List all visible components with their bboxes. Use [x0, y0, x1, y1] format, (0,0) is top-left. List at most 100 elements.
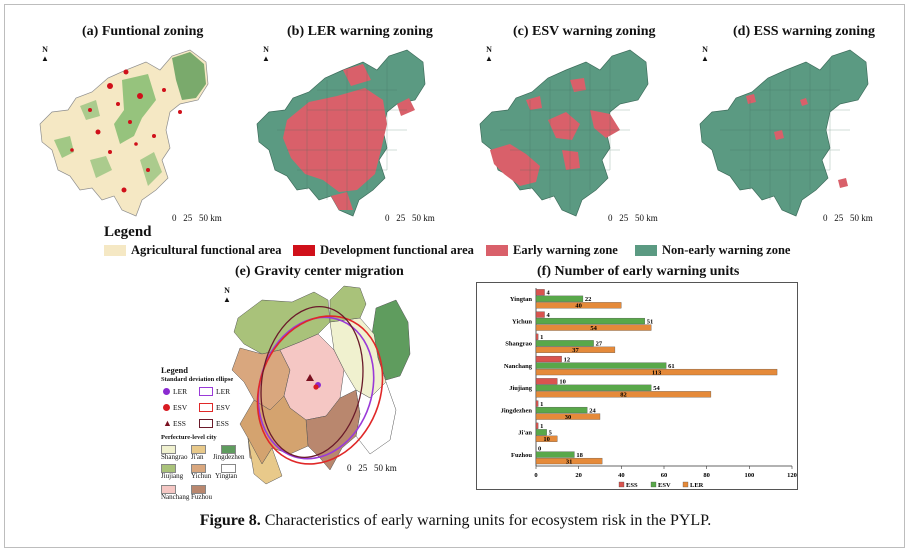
esv-point-icon [163, 404, 170, 411]
north-arrow-a: N ▲ [41, 45, 49, 63]
legend-label-ess: ESS [626, 482, 638, 489]
category-label: Ji'an [518, 430, 532, 437]
legend-swatch-ler [682, 481, 689, 488]
gravity-legend: Legend Standard deviation ellipse LER LE… [161, 366, 247, 507]
bar-ess [535, 422, 539, 429]
north-arrow-e: N ▲ [223, 286, 231, 304]
bar-ler [535, 346, 616, 353]
bar-ler [535, 324, 652, 331]
data-label: 113 [652, 369, 662, 376]
caption-text: Characteristics of early warning units f… [260, 512, 712, 529]
legend-swatch [293, 245, 315, 256]
x-tick-label: 60 [661, 472, 668, 479]
panel-d-title: (d) ESS warning zoning [733, 24, 875, 39]
x-tick-label: 40 [618, 472, 625, 479]
legend-swatch [486, 245, 508, 256]
legend-row-ess: ▲ ESS ESS [163, 418, 229, 428]
esv-warning-map [479, 49, 649, 217]
bar-ess [535, 400, 539, 407]
legend-title: Legend [104, 224, 152, 240]
city-swatches: Shangrao Ji'an Jingdezhen Jiujiang Yichu… [161, 444, 247, 483]
chart-border [476, 282, 798, 490]
x-tick-label: 80 [703, 472, 710, 479]
data-label: 40 [575, 303, 582, 310]
data-label: 18 [576, 452, 583, 459]
ler-ellipse-icon [199, 387, 213, 396]
bar-ler [535, 413, 601, 420]
legend-swatch [635, 245, 657, 256]
data-label: 30 [565, 414, 572, 421]
functional-zoning-map [39, 49, 209, 217]
data-label: 51 [647, 318, 654, 325]
legend-item-early-warning: Early warning zone [486, 243, 618, 258]
bar-esv [535, 406, 588, 414]
legend-item-non-early-warning: Non-early warning zone [635, 243, 790, 258]
caption-label: Figure 8. [199, 512, 261, 529]
gravity-title: (e) Gravity center migration [235, 264, 404, 279]
x-tick-label: 0 [534, 472, 537, 479]
bar-esv [535, 295, 584, 302]
data-label: 31 [566, 458, 573, 465]
panel-c-title: (c) ESV warning zoning [513, 24, 656, 39]
data-label: 1 [540, 334, 543, 341]
data-label: 10 [559, 379, 566, 386]
x-tick-label: 120 [787, 472, 797, 479]
x-tick-label: 20 [575, 472, 582, 479]
bar-ler [535, 368, 778, 376]
bar-esv [535, 317, 645, 325]
data-label: 1 [540, 423, 543, 430]
data-label: 54 [653, 385, 660, 392]
bar-esv [535, 362, 667, 369]
data-label: 5 [549, 430, 553, 437]
panel-a-title: (a) Funtional zoning [82, 24, 204, 39]
ler-point-icon [163, 388, 170, 395]
category-label: Jingdezhen [501, 407, 533, 414]
scale-bar-d: 0 25 50 km [823, 213, 873, 223]
bar-esv [535, 451, 575, 458]
data-label: 54 [590, 325, 597, 332]
ess-ellipse-icon [199, 419, 213, 428]
bar-esv [535, 340, 594, 347]
category-label: Yichun [512, 318, 532, 325]
bar-chart: 0 20 40 60 80 100 120Yingtan42240Yichun45154Sh… [501, 288, 797, 489]
category-label: Jiujiang [509, 385, 533, 392]
city-header: Perfecture-level city [161, 434, 217, 441]
legend-swatch [104, 245, 126, 256]
legend-label-ler: LER [690, 482, 704, 489]
panel-b-title: (b) LER warning zoning [287, 24, 433, 39]
data-label: 24 [589, 407, 596, 414]
ellipse-header: Standard deviation ellipse [161, 375, 234, 383]
data-label: 22 [585, 296, 592, 303]
bar-ler [535, 435, 558, 442]
legend-label-esv: ESV [658, 482, 671, 489]
scale-bar-c: 0 25 50 km [608, 213, 658, 223]
data-label: 37 [572, 347, 579, 354]
gravity-map [231, 285, 411, 485]
data-label: 4 [547, 312, 551, 319]
legend-row-esv: ESV ESV [161, 402, 247, 416]
bar-ess [535, 378, 558, 385]
category-label: Shangrao [505, 341, 532, 348]
north-arrow-c: N ▲ [485, 45, 493, 63]
data-label: 4 [547, 290, 551, 297]
x-tick-label: 100 [744, 472, 754, 479]
data-label: 1 [540, 401, 543, 408]
esv-ellipse-icon [199, 403, 213, 412]
scale-bar-b: 0 25 50 km [385, 213, 435, 223]
bar-esv [535, 429, 547, 436]
ess-triangle-icon: ▲ [163, 418, 172, 428]
bar-ler [535, 302, 622, 309]
legend-item-development: Development functional area [293, 243, 474, 258]
city-swatches-2: Nanchang Fuzhou [161, 484, 247, 507]
data-label: 12 [564, 356, 571, 363]
north-arrow-d: N ▲ [701, 45, 709, 63]
bar-esv [535, 384, 652, 391]
scale-bar-a: 0 25 50 km [172, 213, 222, 223]
ess-warning-map [699, 49, 869, 217]
bar-ess [535, 289, 545, 296]
data-label: 10 [543, 436, 550, 443]
gravity-legend-title: Legend [161, 365, 188, 375]
bar-ess [535, 311, 545, 318]
legend-item-agricultural: Agricultural functional area [104, 243, 281, 258]
legend-swatch-esv [650, 481, 657, 488]
